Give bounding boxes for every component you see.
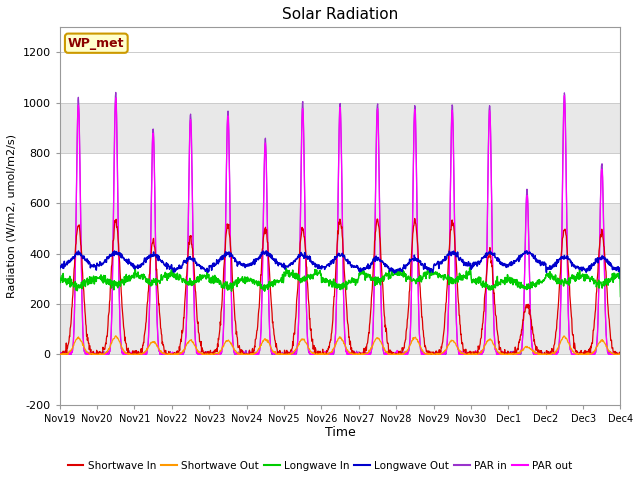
Bar	[60, 204, 621, 254]
X-axis label: Time: Time	[324, 426, 355, 440]
Y-axis label: Radiation (W/m2, umol/m2/s): Radiation (W/m2, umol/m2/s)	[7, 134, 17, 298]
Bar	[60, 103, 621, 153]
Legend: Shortwave In, Shortwave Out, Longwave In, Longwave Out, PAR in, PAR out: Shortwave In, Shortwave Out, Longwave In…	[64, 456, 576, 475]
Bar	[60, 304, 621, 354]
Title: Solar Radiation: Solar Radiation	[282, 7, 398, 22]
Text: WP_met: WP_met	[68, 36, 125, 50]
